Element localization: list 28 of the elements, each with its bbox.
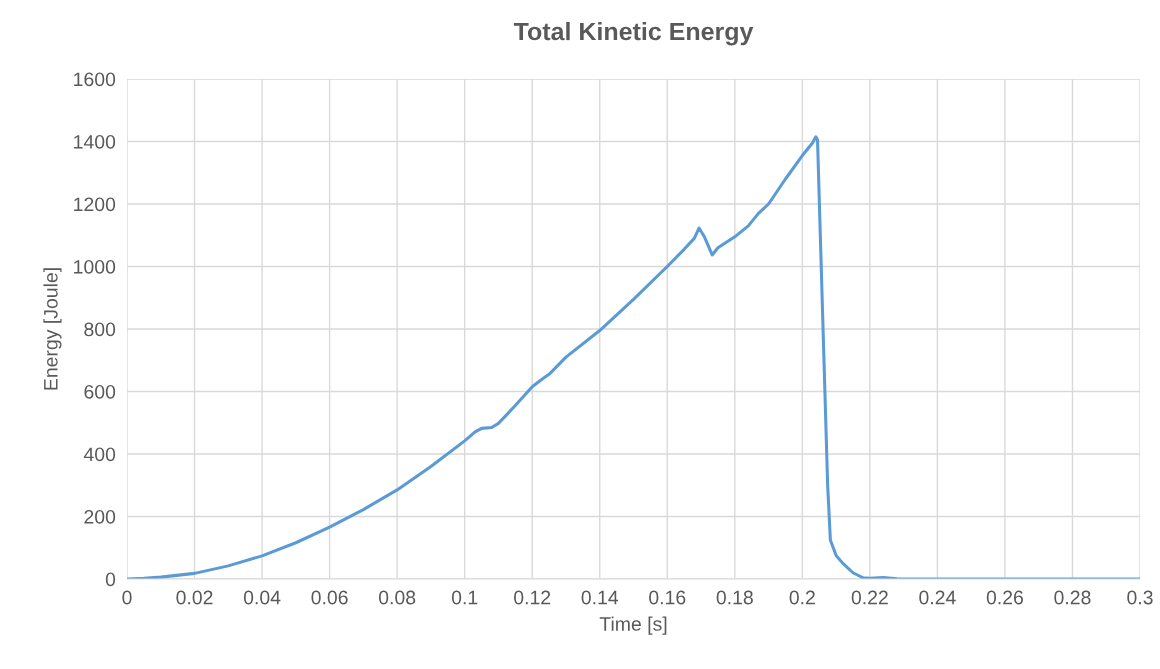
- x-tick-label: 0.18: [716, 590, 753, 605]
- x-tick-label: 0.24: [919, 590, 956, 605]
- y-tick-label: 1600: [74, 72, 116, 87]
- x-tick-label: 0.12: [514, 590, 551, 605]
- y-tick-label: 1400: [74, 134, 116, 149]
- y-tick-label: 1200: [74, 197, 116, 212]
- x-tick-label: 0.06: [311, 590, 348, 605]
- x-tick-label: 0.02: [176, 590, 213, 605]
- x-axis-title: Time [s]: [599, 616, 667, 635]
- chart-title: Total Kinetic Energy: [513, 21, 754, 46]
- x-tick-label: 0.2: [789, 590, 815, 605]
- y-axis-title: Energy [Joule]: [43, 268, 62, 390]
- x-tick-label: 0.22: [851, 590, 888, 605]
- x-tick-label: 0: [122, 590, 132, 605]
- x-tick-label: 0.26: [986, 590, 1023, 605]
- x-tick-label: 0.14: [581, 590, 619, 605]
- x-tick-label: 0.28: [1054, 590, 1091, 605]
- x-tick-label: 0.04: [243, 590, 281, 605]
- y-tick-label: 200: [84, 509, 116, 524]
- y-tick-label: 400: [83, 447, 116, 462]
- y-tick-label: 600: [84, 384, 116, 399]
- y-tick-label: 1000: [74, 259, 116, 274]
- x-tick-label: 0.16: [649, 590, 686, 605]
- x-tick-label: 0.08: [378, 590, 416, 605]
- y-tick-label: 800: [84, 322, 116, 337]
- y-tick-label: 0: [105, 572, 116, 587]
- x-tick-label: 0.1: [451, 590, 478, 605]
- x-tick-label: 0.3: [1127, 590, 1153, 605]
